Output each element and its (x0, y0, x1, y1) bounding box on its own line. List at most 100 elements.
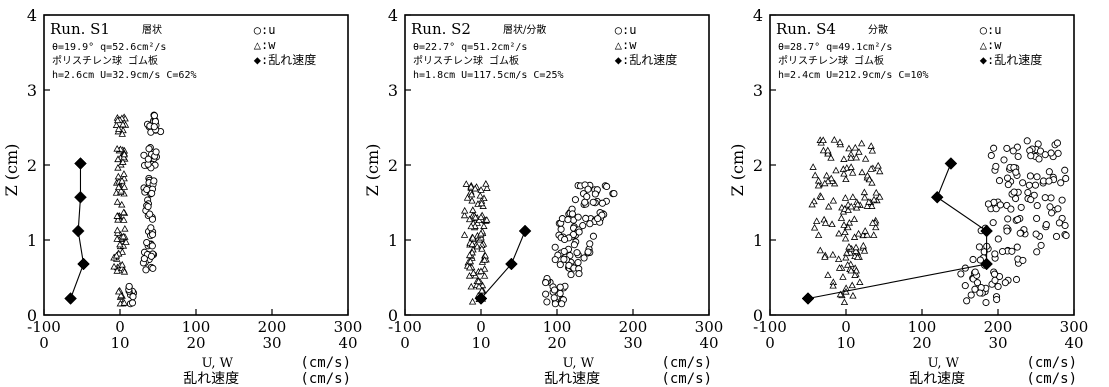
w-point (872, 223, 880, 231)
u-point (980, 248, 988, 256)
u-point (1033, 248, 1041, 256)
u-point (147, 224, 155, 232)
w-point (822, 171, 831, 179)
w-point (114, 155, 122, 163)
u-point (603, 182, 611, 191)
w-point (827, 154, 835, 161)
w-point (469, 233, 477, 241)
y-tick-label: 3 (388, 81, 398, 100)
w-point (867, 142, 875, 149)
x-tick-label-uw: -100 (388, 318, 422, 336)
w-point (478, 286, 486, 294)
w-point (466, 257, 475, 265)
u-point (1061, 221, 1069, 230)
x-tick-label-turbulence: 40 (338, 334, 357, 352)
w-point (874, 161, 882, 169)
u-point (148, 242, 156, 250)
w-point (847, 154, 855, 161)
u-point (1052, 232, 1061, 240)
w-point (120, 267, 129, 275)
w-point (118, 177, 126, 184)
w-point (474, 277, 483, 285)
w-point (850, 215, 859, 223)
w-point (112, 121, 121, 128)
w-point (868, 219, 877, 226)
w-point (840, 298, 849, 306)
condition-line: h=2.4cm U=212.9cm/s C=10% (778, 70, 929, 81)
u-point (152, 148, 160, 156)
w-point (110, 262, 118, 270)
u-point (987, 151, 995, 160)
w-point (480, 272, 489, 279)
w-point (118, 248, 127, 255)
legend-entry: ○:u (615, 23, 637, 37)
w-point (844, 206, 852, 213)
x-tick-label-turbulence: 0 (39, 334, 49, 352)
u-point (542, 290, 550, 298)
w-point (465, 251, 474, 259)
u-point (1027, 196, 1035, 204)
u-point (984, 200, 992, 208)
w-point (480, 222, 488, 229)
turbulence-point (505, 257, 518, 271)
u-point (145, 145, 153, 153)
x-tick-label-uw: 200 (619, 318, 648, 336)
w-point (868, 146, 877, 154)
regime-label: 分散 (868, 23, 888, 36)
w-point (118, 130, 126, 137)
x-tick-label-turbulence: 30 (623, 334, 642, 352)
w-point (857, 139, 866, 147)
w-point (840, 169, 848, 177)
w-point (113, 267, 121, 274)
u-point (147, 252, 155, 260)
u-point (589, 232, 597, 240)
turbulence-point (930, 190, 944, 204)
w-point (113, 116, 122, 124)
u-point (551, 300, 559, 308)
u-point (1062, 231, 1070, 240)
w-point (460, 211, 469, 219)
u-point (556, 283, 564, 291)
u-point (1014, 152, 1022, 161)
u-point (1045, 168, 1053, 176)
w-point (477, 267, 485, 275)
u-point (1046, 203, 1054, 211)
u-point (990, 270, 999, 278)
u-point (589, 198, 597, 206)
u-point (971, 268, 979, 276)
u-point (556, 261, 564, 269)
w-point (865, 175, 874, 183)
x-tick-label-uw: 100 (908, 318, 937, 336)
w-point (118, 260, 126, 268)
w-point (117, 291, 125, 299)
w-point (462, 180, 470, 187)
u-point (1023, 137, 1031, 145)
w-point (120, 299, 128, 306)
x-tick-label-turbulence: 30 (988, 334, 1007, 352)
w-point (829, 196, 838, 204)
u-point (129, 293, 137, 301)
w-point (876, 167, 884, 175)
u-point (150, 112, 158, 120)
u-point (994, 282, 1002, 291)
x-tick-label-uw: 300 (695, 318, 724, 336)
run-label: Run. S1 (50, 20, 110, 38)
w-point (480, 265, 489, 272)
w-point (467, 190, 476, 198)
w-point (483, 184, 491, 191)
w-point (475, 282, 483, 290)
u-point (143, 238, 151, 247)
u-point (961, 282, 969, 290)
u-point (586, 220, 594, 228)
u-point (1061, 166, 1069, 174)
w-point (852, 153, 860, 161)
u-point (149, 264, 157, 272)
w-point (860, 247, 869, 254)
u-point (1026, 172, 1034, 180)
u-point (1042, 221, 1050, 229)
w-point (876, 193, 884, 200)
w-point (468, 297, 477, 305)
u-point (543, 298, 551, 306)
x-axis-label-turbulence: 乱れ速度 (183, 371, 239, 387)
u-point (1047, 194, 1055, 202)
